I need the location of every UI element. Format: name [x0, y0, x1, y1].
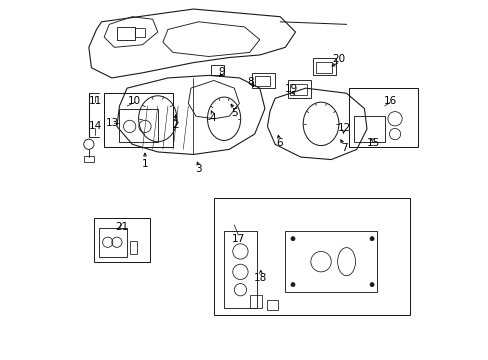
Bar	[313, 58, 336, 75]
Circle shape	[290, 237, 294, 241]
Text: 11: 11	[89, 96, 102, 106]
Bar	[249, 295, 262, 307]
Bar	[353, 116, 384, 142]
Text: 2: 2	[172, 120, 179, 130]
Bar	[83, 156, 94, 162]
Text: 16: 16	[383, 96, 396, 106]
Text: 5: 5	[230, 108, 237, 118]
Text: 14: 14	[89, 121, 102, 131]
Circle shape	[369, 283, 373, 287]
Text: 7: 7	[340, 143, 346, 153]
Bar	[119, 109, 158, 142]
Bar	[290, 84, 306, 95]
Text: 20: 20	[332, 54, 345, 64]
Bar	[267, 300, 277, 310]
Text: 8: 8	[247, 77, 253, 87]
Text: 18: 18	[254, 273, 267, 283]
Circle shape	[290, 283, 294, 287]
Text: 21: 21	[115, 222, 128, 232]
Text: 15: 15	[366, 138, 379, 148]
Bar	[99, 229, 127, 257]
Bar	[129, 241, 137, 254]
Bar	[213, 198, 409, 315]
Bar	[348, 88, 417, 147]
Text: 3: 3	[195, 164, 202, 174]
Bar	[117, 27, 135, 40]
Bar	[287, 81, 310, 98]
Circle shape	[369, 237, 373, 241]
Bar	[254, 76, 269, 86]
Text: 6: 6	[275, 138, 282, 148]
Bar	[285, 231, 376, 292]
Bar	[211, 65, 224, 75]
Bar	[94, 218, 150, 262]
Text: 10: 10	[128, 96, 141, 106]
Text: 17: 17	[231, 234, 244, 244]
Text: 9: 9	[218, 67, 224, 77]
Bar	[252, 73, 275, 88]
Text: 13: 13	[106, 118, 119, 128]
Text: 1: 1	[142, 159, 148, 169]
Text: 4: 4	[209, 113, 216, 123]
Bar	[104, 93, 173, 147]
Bar	[315, 62, 331, 73]
Bar	[135, 28, 144, 37]
Text: 19: 19	[284, 84, 298, 94]
Bar	[224, 231, 257, 307]
Text: 12: 12	[337, 123, 350, 133]
